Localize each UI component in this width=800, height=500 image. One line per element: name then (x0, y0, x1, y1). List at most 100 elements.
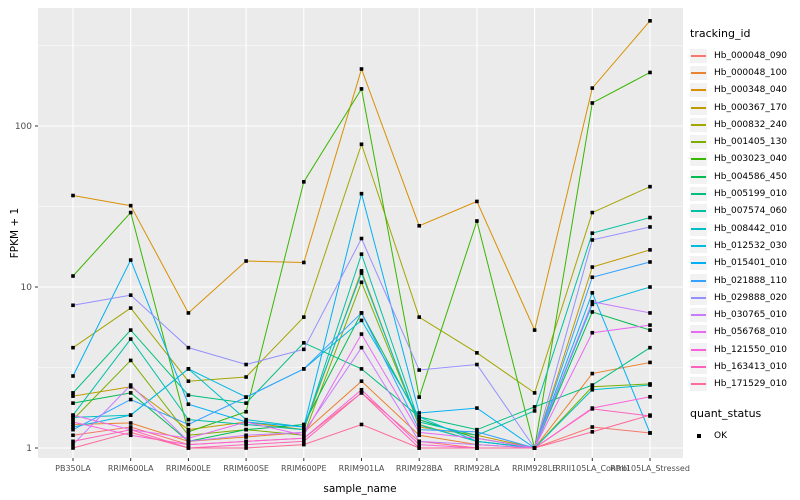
data-point (302, 433, 306, 438)
data-point (302, 367, 306, 371)
data-point (128, 425, 133, 429)
data-point (71, 345, 75, 350)
data-point (186, 433, 191, 438)
data-point (359, 379, 364, 383)
data-point (475, 406, 479, 410)
legend-entry-label: Hb_007574_060 (714, 206, 788, 217)
data-point (244, 375, 248, 379)
legend-entries: Hb_000048_090 Hb_000048_100 Hb_000348_040 H… (690, 47, 800, 393)
data-point (71, 425, 75, 429)
data-point (590, 210, 595, 215)
data-point (186, 436, 191, 441)
legend-entry-label: Hb_000832_240 (714, 119, 788, 130)
legend-key-line-icon (691, 158, 706, 161)
data-point (186, 393, 191, 397)
legend-key-swatch (690, 83, 707, 98)
data-point (475, 219, 479, 223)
data-point (186, 345, 191, 350)
data-point (244, 259, 248, 263)
data-point (186, 311, 191, 315)
data-point (590, 299, 595, 304)
data-point (186, 446, 191, 450)
legend-key-line-icon (691, 54, 706, 57)
data-point (302, 315, 306, 319)
data-point (71, 415, 75, 420)
data-point (475, 430, 479, 434)
data-point (186, 379, 191, 383)
data-point (417, 417, 421, 422)
data-point (417, 368, 421, 372)
legend-key-line-icon (691, 331, 706, 334)
data-point (128, 397, 133, 402)
data-point (128, 427, 133, 432)
data-point (359, 269, 364, 273)
legend-entry-label: Hb_003023_040 (714, 154, 788, 165)
data-point (359, 191, 364, 196)
data-point (359, 387, 364, 392)
data-point (128, 383, 133, 387)
data-point (417, 395, 421, 399)
legend-entry-label: Hb_030765_010 (714, 310, 788, 321)
data-point (244, 433, 248, 438)
data-point (532, 391, 537, 395)
y-axis-title: FPKM + 1 (9, 207, 21, 259)
legend-entry: Hb_008442_010 (690, 220, 800, 237)
legend-key-line-icon (691, 314, 706, 317)
legend-entry-label: Hb_000367_170 (714, 102, 788, 113)
legend-key-line-icon (691, 296, 706, 299)
data-point (475, 362, 479, 367)
legend-key-line-icon (691, 89, 706, 92)
x-axis-title: sample_name (323, 483, 397, 495)
legend-key-line-icon (691, 210, 706, 213)
x-tick-label: RRIM901LA (339, 464, 385, 473)
data-point (244, 417, 248, 422)
data-point (648, 413, 652, 417)
data-point (590, 275, 595, 280)
x-tick-label: RRIM928LE (512, 464, 557, 473)
legend-key-swatch (690, 65, 707, 80)
data-point (532, 405, 537, 409)
data-point (71, 413, 75, 417)
data-point (359, 271, 364, 275)
data-point (590, 371, 595, 376)
legend-entry-label: Hb_121550_010 (714, 344, 788, 355)
legend-key-line-icon (691, 227, 706, 230)
data-point (590, 86, 595, 90)
legend-key-swatch (690, 117, 707, 132)
x-tick-label: RRIM928LA (454, 464, 500, 473)
data-point (128, 358, 133, 363)
data-point (302, 436, 306, 441)
data-point (128, 430, 133, 435)
data-point (648, 383, 652, 387)
data-point (128, 337, 133, 341)
data-point (648, 345, 652, 350)
legend-entry: Hb_000348_040 (690, 82, 800, 99)
data-point (648, 19, 652, 23)
legend-key-swatch (690, 273, 707, 288)
data-point (186, 367, 191, 371)
data-point (244, 362, 248, 367)
data-point (128, 421, 133, 425)
data-point (71, 420, 75, 424)
data-point (648, 360, 652, 365)
legend-entry-label: Hb_004586_450 (714, 171, 788, 182)
data-point (417, 446, 421, 450)
legend-key-swatch (690, 48, 707, 63)
legend-entry: Hb_171529_010 (690, 376, 800, 393)
legend-key-line-icon (691, 383, 706, 386)
legend-key-swatch (690, 135, 707, 150)
data-point (186, 427, 191, 432)
data-point (244, 427, 248, 432)
data-point (532, 409, 537, 413)
data-point (128, 413, 133, 417)
quant-status-entries: OK (690, 427, 800, 444)
data-point (648, 215, 652, 220)
legend-entry-label: Hb_005199_010 (714, 189, 788, 200)
data-point (417, 425, 421, 429)
data-point (648, 328, 652, 332)
legend-entry: Hb_000832_240 (690, 116, 800, 133)
data-point (417, 442, 421, 447)
data-point (302, 180, 306, 184)
data-point (71, 401, 75, 405)
x-tick-label: RRIM928BA (396, 464, 443, 473)
